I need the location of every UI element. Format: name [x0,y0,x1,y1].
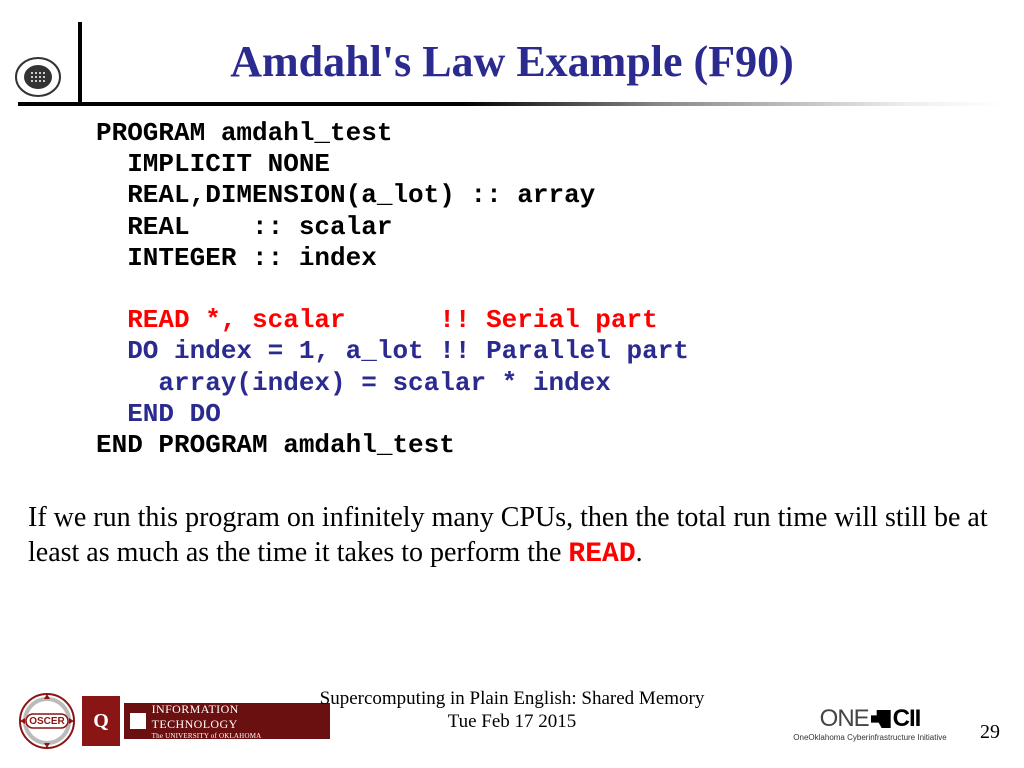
page-number: 29 [980,721,1000,744]
code-line: array(index) = scalar * index [96,368,611,398]
desc-prefix: If we run this program on infinitely man… [28,502,988,568]
code-block: PROGRAM amdahl_test IMPLICIT NONE REAL,D… [96,118,689,461]
code-line: IMPLICIT NONE [96,149,330,179]
oneocii-cii: CII [893,705,921,733]
code-line: DO index = 1, a_lot !! Parallel part [96,336,689,366]
description-text: If we run this program on infinitely man… [28,500,998,572]
desc-highlight: READ [568,539,635,570]
code-line: END PROGRAM amdahl_test [96,430,455,460]
code-line: READ *, scalar !! Serial part [96,305,658,335]
oneocii-one: ONE [820,705,869,733]
code-line: REAL,DIMENSION(a_lot) :: array [96,180,595,210]
footer: OSCER Q INFORMATION TECHNOLOGY The UNIVE… [0,678,1024,750]
code-line: REAL :: scalar [96,212,392,242]
slide: Amdahl's Law Example (F90) PROGRAM amdah… [0,0,1024,768]
code-line: END DO [96,399,221,429]
oneocii-sub: OneOklahoma Cyberinfrastructure Initiati… [786,733,954,742]
desc-suffix: . [636,537,643,568]
code-line: INTEGER :: index [96,243,377,273]
oneocii-top: ONE CII [786,705,954,733]
slide-title: Amdahl's Law Example (F90) [0,36,1024,87]
oklahoma-shape-icon [871,710,891,728]
horizontal-rule [18,102,1006,106]
code-line: PROGRAM amdahl_test [96,118,392,148]
oneocii-logo-icon: ONE CII OneOklahoma Cyberinfrastructure … [786,705,954,742]
footer-logos-right: ONE CII OneOklahoma Cyberinfrastructure … [786,705,954,742]
